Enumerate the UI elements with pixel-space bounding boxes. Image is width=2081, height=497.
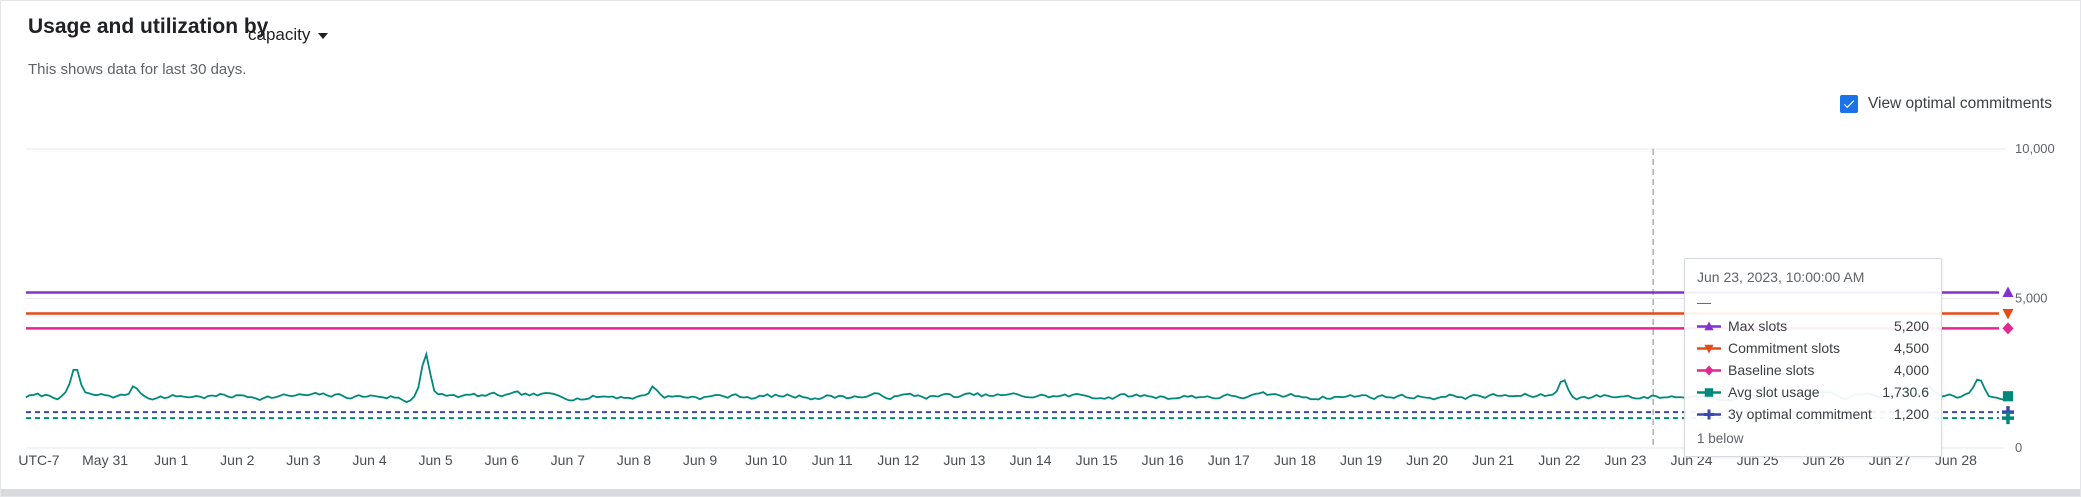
series-legend-icon <box>1697 321 1721 330</box>
tooltip-row: Max slots 5,200 <box>1697 318 1929 334</box>
tooltip-row: 3y optimal commitment 1,200 <box>1697 406 1929 422</box>
check-icon <box>1843 100 1855 109</box>
x-tick-label: May 31 <box>82 452 128 468</box>
x-tick-label: Jun 21 <box>1472 452 1514 468</box>
tooltip-rows: Max slots 5,200 Commitment slots 4,500 Basel… <box>1697 318 1929 422</box>
series-legend-icon <box>1697 365 1721 375</box>
tooltip-series-label: 3y optimal commitment <box>1728 406 1872 422</box>
checkbox[interactable] <box>1839 95 1858 113</box>
x-tick-label: UTC-7 <box>18 452 59 468</box>
avg-usage-line <box>25 350 2005 404</box>
tooltip-series-value: 4,500 <box>1893 340 1929 356</box>
capacity-dropdown-value: capacity <box>248 25 311 44</box>
capacity-dropdown[interactable]: capacity <box>248 25 329 45</box>
x-tick-label: Jun 10 <box>745 452 787 468</box>
tooltip-series-value: 1,730.6 <box>1882 384 1929 400</box>
x-tick-label: Jun 16 <box>1142 452 1184 468</box>
tooltip-row: Commitment slots 4,500 <box>1697 340 1929 356</box>
x-tick-label: Jun 13 <box>943 452 985 468</box>
tooltip-footer: 1 below <box>1697 431 1744 446</box>
chart-tooltip: Jun 23, 2023, 10:00:00 AM — Max slots 5,2… <box>1684 258 1942 457</box>
tooltip-series-value: 5,200 <box>1893 318 1929 334</box>
x-tick-label: Jun 6 <box>485 452 519 468</box>
x-tick-label: Jun 19 <box>1340 452 1382 468</box>
series-end-marker <box>2002 308 2014 320</box>
tooltip-timestamp: Jun 23, 2023, 10:00:00 AM <box>1697 269 1865 285</box>
tooltip-row: Avg slot usage 1,730.6 <box>1697 384 1929 400</box>
x-tick-label: Jun 3 <box>286 452 320 468</box>
y-tick-label: 0 <box>2015 440 2022 455</box>
x-tick-label: Jun 28 <box>1935 452 1977 468</box>
x-tick-label: Jun 4 <box>352 452 386 468</box>
subtitle: This shows data for last 30 days. <box>28 61 247 78</box>
series-end-marker <box>2002 412 2014 425</box>
x-tick-label: Jun 5 <box>418 452 452 468</box>
page-bottom-strip <box>1 489 2080 496</box>
checkbox-label: View optimal commitments <box>1867 95 2052 112</box>
view-optimal-commitments-control[interactable]: View optimal commitments <box>1839 95 2052 113</box>
x-tick-label: Jun 20 <box>1406 452 1448 468</box>
x-tick-label: Jun 2 <box>220 452 254 468</box>
series-end-marker <box>2002 286 2014 298</box>
series-legend-icon <box>1697 409 1721 419</box>
tooltip-series-label: Max slots <box>1728 318 1788 334</box>
x-tick-label: Jun 15 <box>1076 452 1118 468</box>
page-title: Usage and utilization by <box>28 15 269 38</box>
x-tick-label: Jun 14 <box>1009 452 1051 468</box>
x-tick-label: Jun 9 <box>683 452 717 468</box>
x-tick-label: Jun 17 <box>1208 452 1250 468</box>
x-tick-label: Jun 23 <box>1604 452 1646 468</box>
tooltip-row: Baseline slots 4,000 <box>1697 362 1929 378</box>
y-tick-label: 5,000 <box>2015 291 2048 306</box>
x-tick-label: Jun 22 <box>1538 452 1580 468</box>
x-tick-label: Jun 18 <box>1274 452 1316 468</box>
y-tick-label: 10,000 <box>2015 141 2055 156</box>
series-legend-icon <box>1697 387 1721 397</box>
tooltip-series-label: Commitment slots <box>1728 340 1841 356</box>
tooltip-series-value: 1,200 <box>1893 406 1929 422</box>
series-legend-icon <box>1697 344 1721 353</box>
x-tick-label: Jun 7 <box>551 452 585 468</box>
tooltip-empty-row: — <box>1697 294 1711 310</box>
series-end-marker <box>2002 322 2014 335</box>
x-tick-label: Jun 11 <box>812 452 853 468</box>
x-tick-label: Jun 8 <box>617 452 651 468</box>
series-end-marker <box>2002 391 2014 402</box>
x-tick-label: Jun 12 <box>877 452 919 468</box>
tooltip-series-label: Baseline slots <box>1728 362 1815 378</box>
tooltip-series-value: 4,000 <box>1893 362 1929 378</box>
tooltip-series-label: Avg slot usage <box>1728 384 1820 400</box>
chevron-down-icon <box>318 33 329 39</box>
x-tick-label: Jun 1 <box>154 452 188 468</box>
